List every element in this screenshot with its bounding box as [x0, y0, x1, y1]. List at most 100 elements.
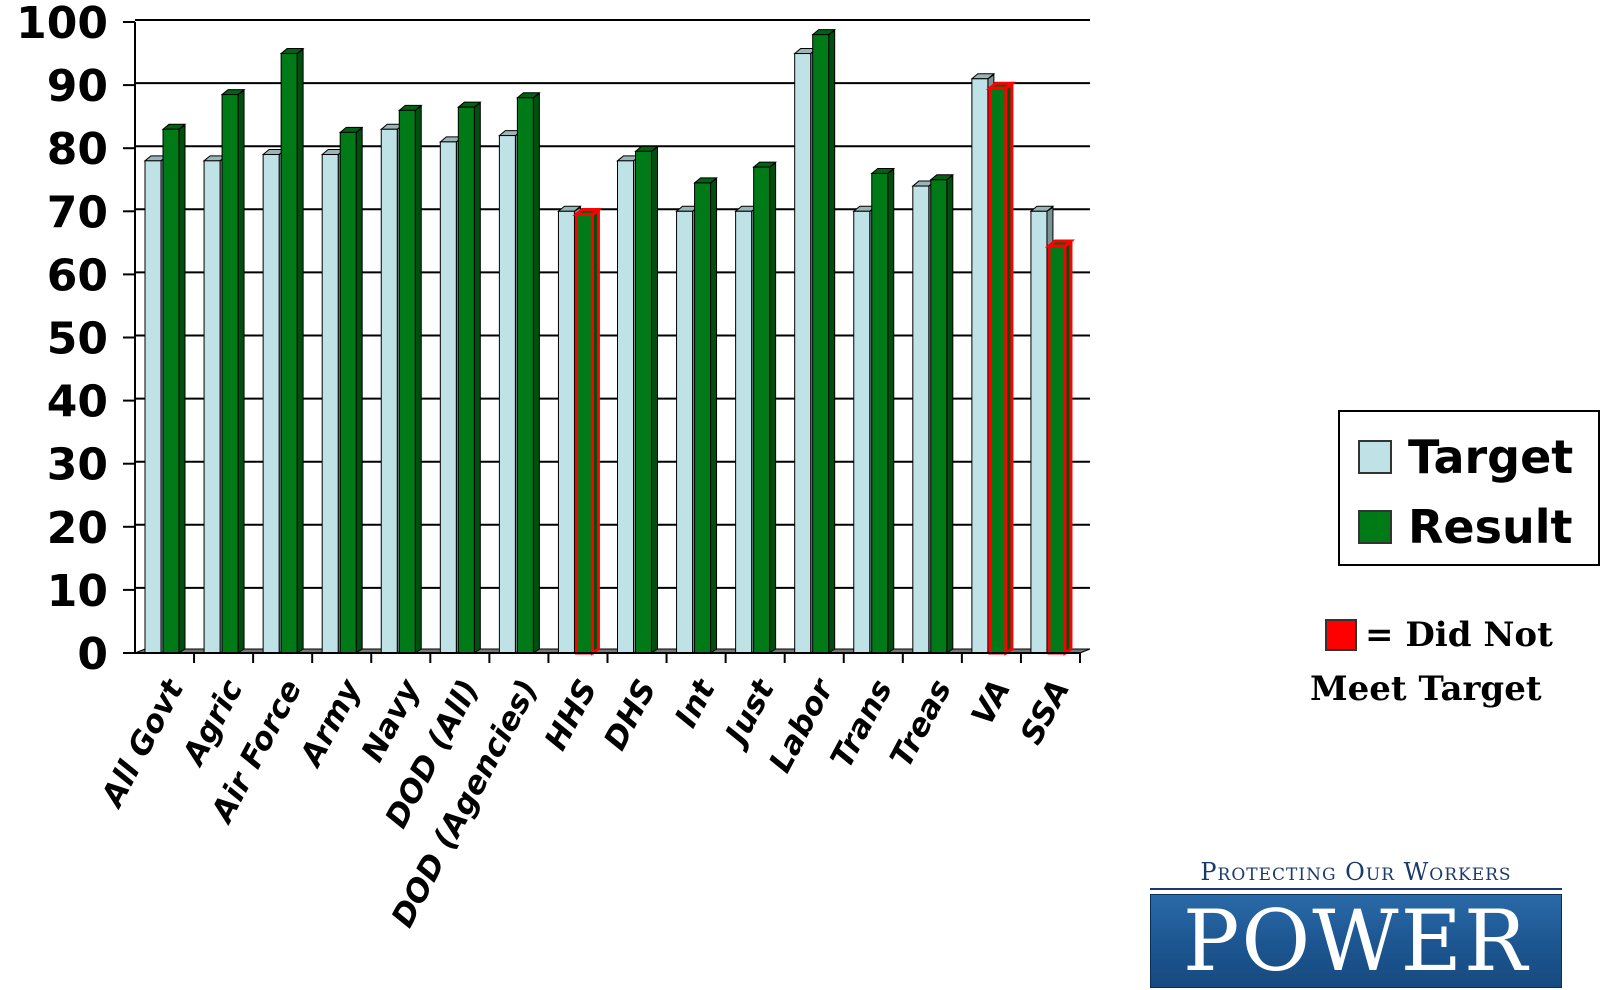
x-tick-ssa: SSA	[1014, 674, 1077, 751]
legend: Target Result	[1338, 410, 1600, 566]
bar-result-int-front	[694, 182, 712, 654]
legend-swatch-result	[1358, 510, 1392, 544]
x-tick-all-govt: All Govt	[93, 673, 191, 815]
did-not-meet-note: = Did Not Meet Target	[1310, 615, 1560, 709]
bar-result-navy	[397, 104, 423, 654]
note-line1: = Did Not	[1325, 615, 1560, 655]
bar-result-all-govt-front	[162, 128, 180, 654]
legend-item-result: Result	[1358, 504, 1573, 550]
bar-result-trans-front	[871, 172, 889, 654]
bar-result-treas	[929, 174, 955, 654]
bar-result-trans-side	[887, 168, 895, 654]
bar-result-army	[338, 126, 364, 654]
bar-result-labor	[811, 29, 837, 654]
x-tick-army: Army	[292, 672, 369, 774]
bar-result-va-front	[988, 86, 1008, 655]
bar-result-ssa-front	[1047, 244, 1067, 655]
y-tick-30: 30	[47, 440, 108, 491]
bars	[143, 29, 1076, 656]
bar-result-agric-side	[237, 89, 245, 654]
y-tick-50: 50	[47, 314, 108, 365]
bar-result-army-side	[355, 127, 363, 654]
bar-target-agric-front	[203, 160, 221, 654]
y-tick-10: 10	[47, 566, 108, 617]
bar-result-just-side	[769, 162, 777, 654]
power-logo: Protecting Our Workers POWER	[1150, 858, 1562, 988]
bar-target-just-front	[735, 210, 753, 654]
y-tick-labels: 0 10 20 30 40 50 60 70 80 90 100	[16, 0, 108, 680]
bar-target-air-force-front	[262, 154, 280, 654]
bar-result-dhs-side	[651, 146, 658, 654]
bar-target-trans-front	[853, 210, 871, 654]
bar-result-hhs	[572, 207, 603, 656]
logo-word: POWER	[1182, 892, 1530, 990]
bar-target-int-front	[676, 210, 694, 654]
bar-target-dod-agencies-front	[498, 135, 516, 654]
bar-result-treas-side	[946, 174, 954, 654]
x-tick-va: VA	[965, 674, 1018, 731]
legend-swatch-target	[1358, 440, 1392, 474]
bar-result-dhs	[634, 145, 659, 654]
bar-target-hhs-front	[557, 210, 575, 654]
bar-result-dod-all	[456, 101, 482, 654]
note-red-swatch	[1325, 619, 1357, 651]
bar-result-air-force-side	[296, 48, 304, 654]
bar-target-navy-front	[380, 128, 398, 654]
bar-result-dod-agencies-front	[516, 97, 534, 654]
legend-item-target: Target	[1358, 434, 1573, 480]
y-tick-20: 20	[47, 503, 108, 554]
y-tick-100: 100	[16, 0, 108, 49]
bar-target-treas-front	[912, 185, 930, 654]
bar-result-dod-agencies-side	[532, 92, 540, 654]
bar-result-dod-all-front	[457, 106, 475, 654]
bar-result-army-front	[339, 131, 357, 654]
y-tick-40: 40	[47, 377, 108, 428]
bar-result-all-govt	[161, 123, 187, 654]
note-text-2: Meet Target	[1310, 669, 1542, 709]
y-tick-0: 0	[77, 629, 108, 680]
legend-label-result: Result	[1408, 500, 1573, 554]
bar-result-labor-front	[812, 34, 830, 654]
bar-result-labor-side	[828, 29, 836, 654]
y-tick-60: 60	[47, 250, 108, 301]
bar-result-hhs-front	[574, 212, 594, 655]
bar-result-just	[752, 161, 778, 654]
note-text-1: = Did Not	[1365, 615, 1553, 655]
legend-label-target: Target	[1408, 430, 1574, 484]
bar-result-va	[985, 81, 1017, 656]
bar-target-labor-front	[794, 53, 812, 654]
bar-result-dod-all-side	[473, 102, 481, 654]
bar-target-dod-all-front	[439, 141, 457, 654]
bar-result-navy-front	[398, 109, 416, 654]
bar-target-ssa-front	[1030, 210, 1048, 654]
y-tick-90: 90	[47, 61, 108, 112]
bar-result-ssa	[1044, 239, 1076, 656]
bar-target-va-front	[971, 78, 989, 654]
x-tick-hhs: HHS	[538, 674, 605, 756]
bar-result-agric-front	[221, 94, 239, 654]
bar-result-navy-side	[414, 105, 422, 654]
logo-tagline: Protecting Our Workers	[1150, 858, 1562, 890]
bar-result-all-govt-side	[178, 124, 186, 654]
bar-result-agric	[220, 89, 246, 654]
bar-result-int	[693, 177, 718, 654]
bar-result-int-side	[710, 177, 718, 654]
bar-result-treas-front	[930, 179, 948, 654]
bar-target-army-front	[321, 154, 339, 654]
y-tick-80: 80	[47, 124, 108, 175]
axes	[123, 21, 1081, 663]
x-tick-dhs: DHS	[597, 674, 664, 756]
bar-target-all-govt-front	[144, 160, 162, 654]
bar-result-dhs-front	[635, 150, 652, 654]
bar-result-dod-agencies	[515, 92, 541, 654]
bar-result-just-front	[753, 166, 771, 654]
logo-box: POWER	[1150, 894, 1562, 988]
bar-result-air-force-front	[280, 53, 298, 654]
y-tick-70: 70	[47, 187, 108, 238]
bar-result-air-force	[279, 48, 305, 654]
bar-result-trans	[870, 167, 896, 654]
x-tick-int: Int	[668, 673, 723, 734]
bar-chart: 0 10 20 30 40 50 60 70 80 90 100 All GovtAgricAir …	[16, 0, 1091, 933]
bar-target-dhs-front	[617, 160, 634, 654]
